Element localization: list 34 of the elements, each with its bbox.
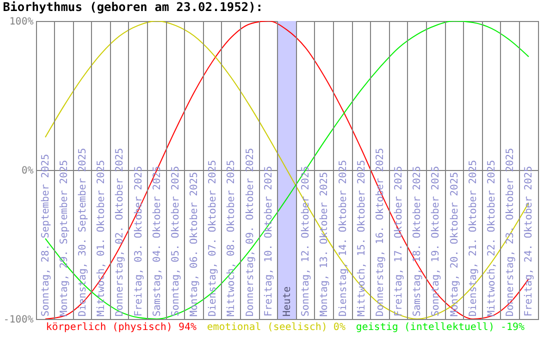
x-tick-label: Donnerstag, 09. Oktober 2025	[244, 148, 256, 316]
x-tick-label: Heute	[282, 286, 293, 316]
x-tick-label: Dienstag, 30. September 2025	[77, 148, 88, 316]
y-tick-label: 0%	[21, 166, 34, 176]
x-tick-label: Mittwoch, 08. Oktober 2025	[226, 160, 238, 316]
series-label: körperlich (physisch) 94%	[46, 322, 197, 333]
x-tick-label: Freitag, 03. Oktober 2025	[133, 166, 144, 316]
x-tick-label: Donnerstag, 02. Oktober 2025	[114, 148, 126, 316]
x-tick-label: Samstag, 18. Oktober 2025	[412, 166, 424, 316]
y-tick-label: -100%	[3, 314, 34, 326]
x-tick-label: Dienstag, 14. Oktober 2025	[338, 160, 349, 316]
x-tick-label: Dienstag, 21. Oktober 2025	[468, 160, 479, 316]
x-tick-label: Montag, 20. Oktober 2025	[449, 172, 460, 316]
x-tick-label: Montag, 13. Oktober 2025	[319, 172, 330, 316]
x-tick-label: Freitag, 17. Oktober 2025	[394, 166, 405, 316]
x-tick-label: Sonntag, 05. Oktober 2025	[170, 166, 182, 316]
x-tick-label: Mittwoch, 22. Oktober 2025	[486, 160, 498, 316]
x-tick-label: Montag, 06. Oktober 2025	[189, 172, 200, 316]
x-tick-label: Montag, 29. September 2025	[58, 160, 70, 316]
x-tick-label: Donnerstag, 23. Oktober 2025	[505, 148, 516, 316]
x-tick-label: Freitag, 10. Oktober 2025	[263, 166, 274, 316]
x-tick-label: Samstag, 04. Oktober 2025	[152, 166, 163, 316]
x-tick-label: Sonntag, 19. Oktober 2025	[430, 166, 442, 316]
x-tick-label: Sonntag, 28. September 2025	[40, 154, 52, 316]
x-tick-label: Sonntag, 12. Oktober 2025	[300, 166, 312, 316]
x-tick-label: Mittwoch, 01. Oktober 2025	[96, 160, 108, 316]
x-tick-label: Donnerstag, 16. Oktober 2025	[374, 148, 386, 316]
x-tick-label: Freitag, 24. Oktober 2025	[524, 166, 535, 316]
text: emotional (seelisch) 0%	[207, 322, 346, 333]
x-tick-label: Mittwoch, 15. Oktober 2025	[356, 160, 368, 316]
text: geistig (intellektuell) -19%	[356, 322, 525, 333]
y-tick-label: 100%	[9, 16, 34, 28]
x-tick-label: Dienstag, 07. Oktober 2025	[208, 160, 219, 316]
chart-title: Biorhythmus (geboren am 23.02.1952):	[2, 0, 263, 14]
